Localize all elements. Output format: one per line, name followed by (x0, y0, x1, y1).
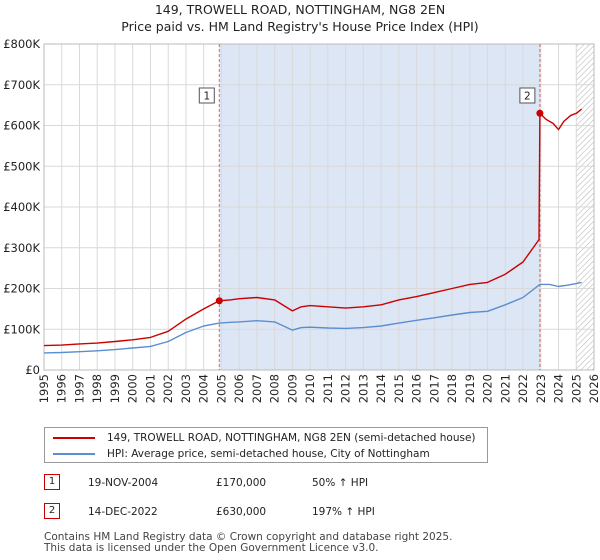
footer-licence: This data is licensed under the Open Gov… (44, 542, 379, 554)
x-tick-label: 2014 (374, 374, 388, 403)
sale-price: £630,000 (216, 506, 267, 518)
x-tick-label: 1999 (108, 374, 122, 403)
x-tick-label: 1996 (55, 374, 69, 403)
sale-marker-badge: 2 (44, 503, 60, 519)
x-tick-label: 2017 (427, 374, 441, 403)
hpi-line (43, 281, 582, 354)
x-tick-label: 2020 (481, 374, 495, 403)
sale-hpi-change: 50% ↑ HPI (312, 477, 369, 489)
x-tick-label: 2006 (232, 374, 246, 403)
y-tick-label: £400K (3, 200, 40, 214)
x-tick-label: 2015 (392, 374, 406, 403)
x-tick-label: 2016 (410, 374, 424, 403)
legend-hpi-swatch (53, 453, 95, 455)
x-tick-label: 1998 (90, 374, 104, 403)
x-tick-label: 2005 (214, 374, 228, 403)
x-tick-label: 2010 (303, 374, 317, 403)
x-tick-label: 2026 (587, 374, 600, 403)
sale-label-box (519, 87, 536, 104)
sale-date: 19-NOV-2004 (88, 477, 159, 489)
y-tick-label: £800K (3, 37, 40, 51)
y-tick-label: £100K (3, 322, 40, 336)
x-tick-label: 2024 (552, 374, 566, 403)
y-tick-label: £0 (25, 363, 40, 377)
y-tick-label: £600K (3, 119, 40, 133)
legend-hpi-label: HPI: Average price, semi-detached house,… (107, 448, 430, 460)
x-tick-label: 2012 (339, 374, 353, 403)
x-tick-label: 1997 (72, 374, 86, 403)
x-tick-label: 2002 (161, 374, 175, 403)
y-tick-label: £200K (3, 282, 40, 296)
legend-price-label: 149, TROWELL ROAD, NOTTINGHAM, NG8 2EN (… (107, 432, 476, 444)
x-tick-label: 2011 (321, 374, 335, 403)
chart-legend: 149, TROWELL ROAD, NOTTINGHAM, NG8 2EN (… (44, 427, 488, 463)
x-tick-label: 2004 (197, 374, 211, 403)
x-tick-label: 2003 (179, 374, 193, 403)
sale-point (215, 297, 223, 305)
x-tick-label: 2019 (463, 374, 477, 403)
x-tick-label: 2007 (250, 374, 264, 403)
sale-point (536, 109, 544, 117)
x-tick-label: 2013 (356, 374, 370, 403)
sale-label-box (198, 87, 215, 104)
sale-hpi-change: 197% ↑ HPI (312, 506, 375, 518)
y-tick-label: £500K (3, 159, 40, 173)
x-tick-label: 2022 (516, 374, 530, 403)
y-tick-label: £300K (3, 241, 40, 255)
x-tick-label: 2001 (143, 374, 157, 403)
x-tick-label: 2008 (268, 374, 282, 403)
x-tick-label: 2025 (569, 374, 583, 403)
x-tick-label: 1995 (37, 374, 51, 403)
legend-price-swatch (53, 437, 95, 439)
price-paid-line (43, 108, 583, 347)
chart-title: 149, TROWELL ROAD, NOTTINGHAM, NG8 2EN (154, 2, 446, 17)
footer-copyright: Contains HM Land Registry data © Crown c… (44, 531, 453, 543)
price-chart: £0 £100K £200K £300K £400K £500K £600K £700K £80… (3, 37, 600, 403)
x-tick-label: 2009 (285, 374, 299, 403)
sale-label-number: 2 (524, 91, 531, 103)
x-tick-label: 2023 (534, 374, 548, 403)
plot-frame (43, 43, 595, 371)
x-tick-label: 2021 (498, 374, 512, 403)
sale-date: 14-DEC-2022 (88, 506, 158, 518)
sale-label-number: 1 (203, 91, 210, 103)
y-tick-label: £700K (3, 78, 40, 92)
chart-subtitle: Price paid vs. HM Land Registry's House … (121, 19, 479, 34)
sale-price: £170,000 (216, 477, 267, 489)
x-tick-label: 2000 (126, 374, 140, 403)
x-tick-label: 2018 (445, 374, 459, 403)
sale-marker-badge: 1 (44, 474, 60, 490)
